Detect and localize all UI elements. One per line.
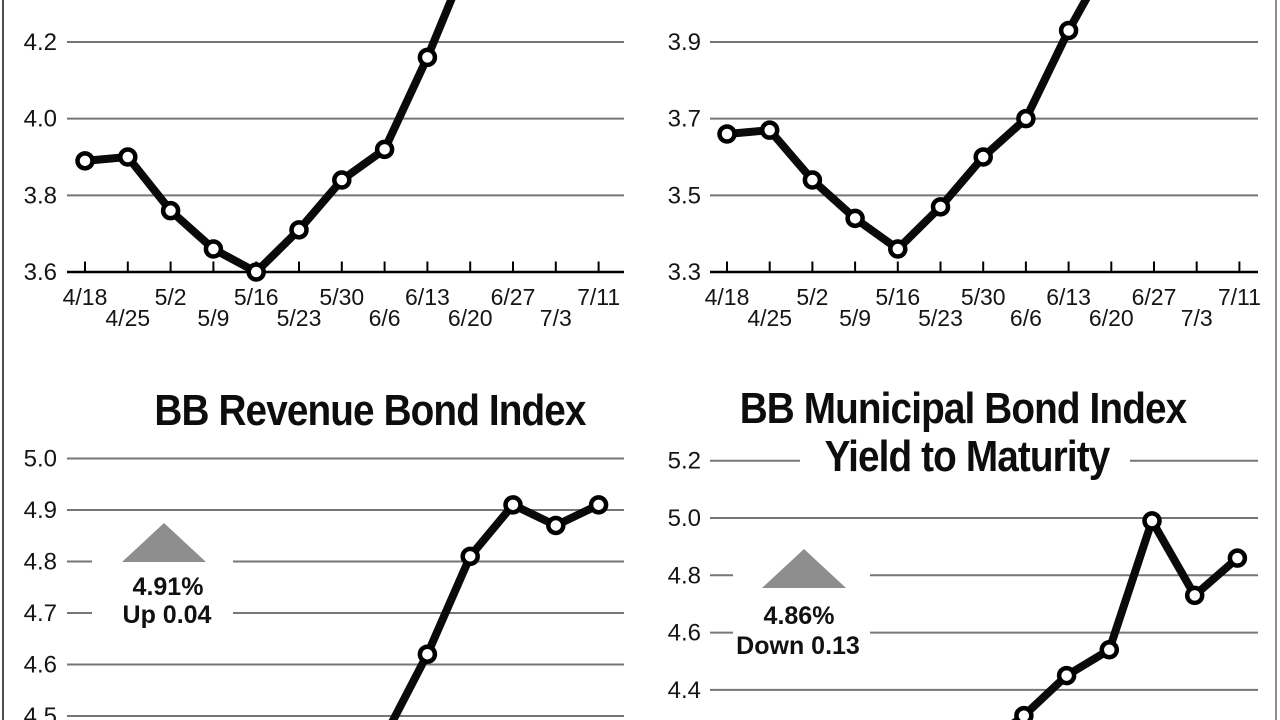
data-point-marker [1227, 548, 1248, 568]
series-line [84, 0, 456, 276]
x-tick-label: 4/18 [705, 284, 750, 310]
x-tick-label: 5/16 [234, 284, 279, 310]
x-tick-label: 5/2 [155, 284, 187, 310]
data-point-marker [1058, 20, 1079, 41]
y-tick-label: 5.0 [668, 505, 701, 532]
data-point-marker [845, 208, 865, 229]
data-point-marker [1014, 705, 1034, 720]
x-tick-label: 5/16 [875, 284, 920, 310]
x-tick-label: 4/18 [63, 284, 108, 310]
data-point-marker [930, 197, 951, 217]
data-point-marker [546, 515, 566, 536]
revenue-annotation-change: Up 0.04 [122, 601, 212, 629]
revenue-chart-title: BB Revenue Bond Index [154, 386, 586, 435]
data-point-marker [75, 151, 95, 171]
frame-border-right [1275, 0, 1277, 720]
data-point-marker [1184, 585, 1205, 606]
y-tick-label: 5.0 [24, 446, 57, 473]
data-point-marker [246, 262, 266, 282]
data-point-marker [717, 124, 737, 144]
x-tick-label: 5/30 [961, 284, 1006, 310]
revenue-annotation-value: 4.91% [132, 573, 204, 601]
x-tick-label: 6/20 [448, 305, 493, 331]
x-tick-label: 7/11 [1218, 284, 1261, 310]
data-point-marker [460, 546, 480, 567]
data-point-marker [1099, 640, 1120, 660]
x-tick-label: 6/13 [1046, 284, 1091, 310]
y-tick-label: 4.6 [668, 620, 701, 647]
data-point-marker [203, 239, 224, 259]
x-tick-label: 6/6 [1010, 305, 1042, 331]
y-tick-label: 4.8 [668, 562, 701, 589]
municipal-annotation-value: 4.86% [763, 602, 835, 630]
data-point-marker [289, 220, 309, 240]
x-tick-label: 6/27 [1132, 284, 1177, 310]
data-point-marker [1142, 511, 1162, 531]
x-tick-label: 5/30 [319, 284, 364, 310]
y-tick-label: 5.2 [668, 448, 701, 475]
data-point-marker [588, 495, 609, 515]
y-tick-label: 3.5 [668, 182, 701, 209]
x-tick-label: 5/9 [197, 305, 229, 331]
y-tick-label: 3.6 [24, 259, 57, 286]
y-tick-label: 4.8 [24, 549, 57, 576]
x-tick-label: 5/2 [796, 284, 828, 310]
data-point-marker [332, 170, 352, 190]
y-tick-label: 4.4 [668, 677, 701, 704]
data-point-marker [802, 170, 823, 190]
data-point-marker [503, 495, 523, 515]
data-point-marker [118, 147, 138, 167]
data-point-marker [417, 47, 438, 68]
data-point-marker [160, 200, 181, 221]
up-triangle-icon [122, 523, 206, 562]
data-point-marker [417, 644, 438, 664]
x-tick-label: 4/25 [747, 305, 792, 331]
data-point-marker [759, 120, 780, 140]
x-tick-label: 4/25 [105, 305, 150, 331]
municipal-chart-title-line2: Yield to Maturity [824, 432, 1111, 481]
y-tick-label: 4.7 [24, 600, 57, 627]
data-point-marker [1016, 108, 1036, 129]
x-tick-label: 7/3 [540, 305, 572, 331]
x-tick-label: 6/27 [491, 284, 536, 310]
y-tick-label: 4.6 [24, 652, 57, 679]
data-point-marker [1056, 665, 1077, 686]
up-triangle-icon [762, 549, 846, 588]
x-tick-label: 5/9 [839, 305, 871, 331]
x-tick-label: 5/23 [277, 305, 322, 331]
x-tick-label: 6/6 [369, 305, 401, 331]
x-tick-label: 6/20 [1089, 305, 1134, 331]
y-tick-label: 4.0 [24, 106, 57, 133]
frame-border-left [2, 0, 4, 720]
y-tick-label: 3.9 [668, 29, 701, 56]
x-tick-label: 7/3 [1181, 305, 1213, 331]
x-tick-label: 7/11 [577, 284, 620, 310]
x-tick-label: 6/13 [405, 284, 450, 310]
y-tick-label: 3.3 [668, 259, 701, 286]
data-point-marker [973, 147, 993, 167]
municipal-chart-title-line1: BB Municipal Bond Index [739, 384, 1187, 433]
x-tick-label: 5/23 [918, 305, 963, 331]
data-point-marker [374, 139, 395, 160]
y-tick-label: 3.8 [24, 182, 57, 209]
data-point-marker [888, 239, 908, 259]
series-line [726, 0, 1091, 254]
municipal-annotation-change: Down 0.13 [736, 632, 860, 660]
y-tick-label: 4.9 [24, 497, 57, 524]
y-tick-label: 4.2 [24, 29, 57, 56]
y-tick-label: 3.7 [668, 106, 701, 133]
y-tick-label: 4.5 [24, 703, 57, 720]
